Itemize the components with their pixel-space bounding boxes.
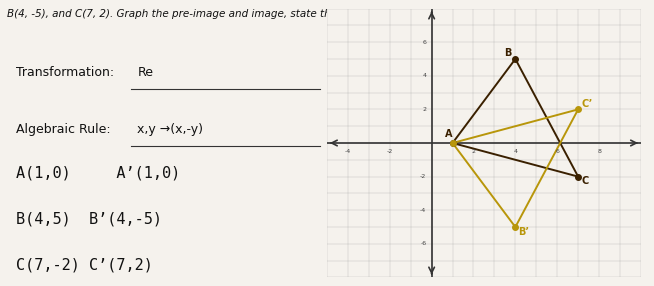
Text: Transformation:: Transformation:	[16, 66, 114, 79]
Text: B’: B’	[519, 227, 530, 237]
Text: -2: -2	[420, 174, 426, 179]
Text: B(4,5)  B’(4,-5): B(4,5) B’(4,-5)	[16, 212, 162, 227]
Text: B(4, -5), and C(7, 2). Graph the pre-image and image, state the transformation, : B(4, -5), and C(7, 2). Graph the pre-ima…	[7, 9, 542, 19]
Text: A: A	[445, 129, 453, 139]
Text: -6: -6	[421, 241, 426, 246]
Text: 4: 4	[422, 73, 426, 78]
Text: -4: -4	[420, 208, 426, 213]
Text: Algebraic Rule:: Algebraic Rule:	[16, 123, 111, 136]
Text: C(7,-2) C’(7,2): C(7,-2) C’(7,2)	[16, 257, 153, 272]
Text: B: B	[504, 48, 511, 57]
Text: x,y →(x,-y): x,y →(x,-y)	[137, 123, 203, 136]
Text: 2: 2	[422, 107, 426, 112]
Text: 8: 8	[597, 149, 601, 154]
Text: -2: -2	[387, 149, 393, 154]
Text: Re: Re	[137, 66, 153, 79]
Text: -4: -4	[345, 149, 351, 154]
Text: C: C	[581, 176, 589, 186]
Text: 6: 6	[422, 40, 426, 45]
Text: A(1,0)     A’(1,0): A(1,0) A’(1,0)	[16, 166, 181, 181]
Text: 6: 6	[555, 149, 559, 154]
Text: 4: 4	[513, 149, 517, 154]
Text: 2: 2	[472, 149, 475, 154]
Text: C’: C’	[581, 99, 593, 109]
